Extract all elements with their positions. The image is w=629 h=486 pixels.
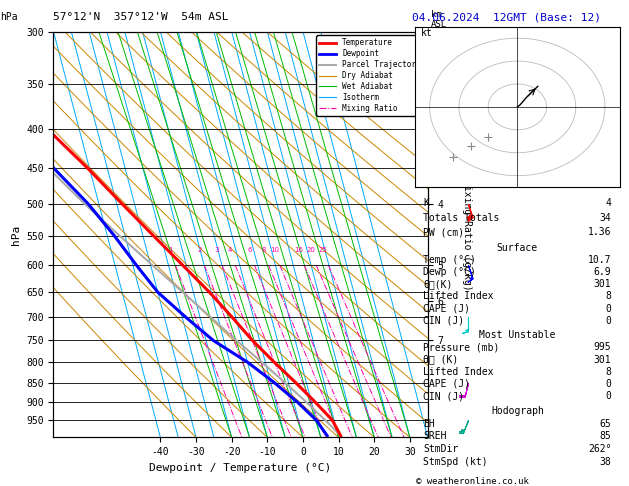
Text: 10.7: 10.7 (588, 255, 611, 265)
Text: 262°: 262° (588, 444, 611, 454)
Text: Hodograph: Hodograph (491, 406, 544, 416)
Text: θᴄ (K): θᴄ (K) (423, 355, 459, 364)
Text: K: K (423, 198, 429, 208)
Text: 04.06.2024  12GMT (Base: 12): 04.06.2024 12GMT (Base: 12) (412, 12, 601, 22)
Text: 995: 995 (594, 343, 611, 352)
Text: 3: 3 (215, 246, 220, 253)
Text: 8: 8 (261, 246, 265, 253)
Text: km
ASL: km ASL (431, 11, 447, 29)
Text: Temp (°C): Temp (°C) (423, 255, 476, 265)
Text: Dewp (°C): Dewp (°C) (423, 267, 476, 277)
Text: © weatheronline.co.uk: © weatheronline.co.uk (416, 477, 529, 486)
Text: 8: 8 (606, 367, 611, 377)
Text: 38: 38 (599, 456, 611, 467)
Text: 8: 8 (606, 292, 611, 301)
Text: CAPE (J): CAPE (J) (423, 379, 470, 389)
Text: 4: 4 (606, 198, 611, 208)
Text: Surface: Surface (497, 243, 538, 253)
Text: PW (cm): PW (cm) (423, 227, 464, 237)
Text: Pressure (mb): Pressure (mb) (423, 343, 499, 352)
Text: 34: 34 (599, 213, 611, 223)
Text: 0: 0 (606, 391, 611, 401)
Text: 10: 10 (270, 246, 279, 253)
Text: 0: 0 (606, 379, 611, 389)
Text: 16: 16 (294, 246, 303, 253)
X-axis label: Dewpoint / Temperature (°C): Dewpoint / Temperature (°C) (150, 463, 331, 473)
Text: kt: kt (421, 28, 433, 38)
Text: 4: 4 (228, 246, 232, 253)
Text: 6: 6 (247, 246, 252, 253)
Text: 6.9: 6.9 (594, 267, 611, 277)
Text: StmDir: StmDir (423, 444, 459, 454)
Text: 0: 0 (606, 316, 611, 326)
Text: θᴄ(K): θᴄ(K) (423, 279, 453, 289)
Y-axis label: Mixing Ratio (g/kg): Mixing Ratio (g/kg) (462, 179, 472, 290)
Y-axis label: hPa: hPa (11, 225, 21, 244)
Legend: Temperature, Dewpoint, Parcel Trajectory, Dry Adiabat, Wet Adiabat, Isotherm, Mi: Temperature, Dewpoint, Parcel Trajectory… (316, 35, 424, 116)
Text: hPa: hPa (0, 12, 18, 22)
Text: 57°12'N  357°12'W  54m ASL: 57°12'N 357°12'W 54m ASL (53, 12, 229, 22)
Text: Totals Totals: Totals Totals (423, 213, 499, 223)
Text: CIN (J): CIN (J) (423, 391, 464, 401)
Text: 2: 2 (197, 246, 201, 253)
Text: StmSpd (kt): StmSpd (kt) (423, 456, 488, 467)
Text: 1: 1 (169, 246, 173, 253)
Text: SREH: SREH (423, 431, 447, 441)
Text: EH: EH (423, 418, 435, 429)
Text: 0: 0 (606, 304, 611, 313)
Text: 1.36: 1.36 (588, 227, 611, 237)
Text: 20: 20 (306, 246, 315, 253)
Text: 301: 301 (594, 355, 611, 364)
Text: 65: 65 (599, 418, 611, 429)
Text: Lifted Index: Lifted Index (423, 367, 494, 377)
Text: CAPE (J): CAPE (J) (423, 304, 470, 313)
Text: 25: 25 (319, 246, 327, 253)
Text: 85: 85 (599, 431, 611, 441)
Text: 301: 301 (594, 279, 611, 289)
Text: CIN (J): CIN (J) (423, 316, 464, 326)
Text: Lifted Index: Lifted Index (423, 292, 494, 301)
Text: Most Unstable: Most Unstable (479, 330, 555, 340)
